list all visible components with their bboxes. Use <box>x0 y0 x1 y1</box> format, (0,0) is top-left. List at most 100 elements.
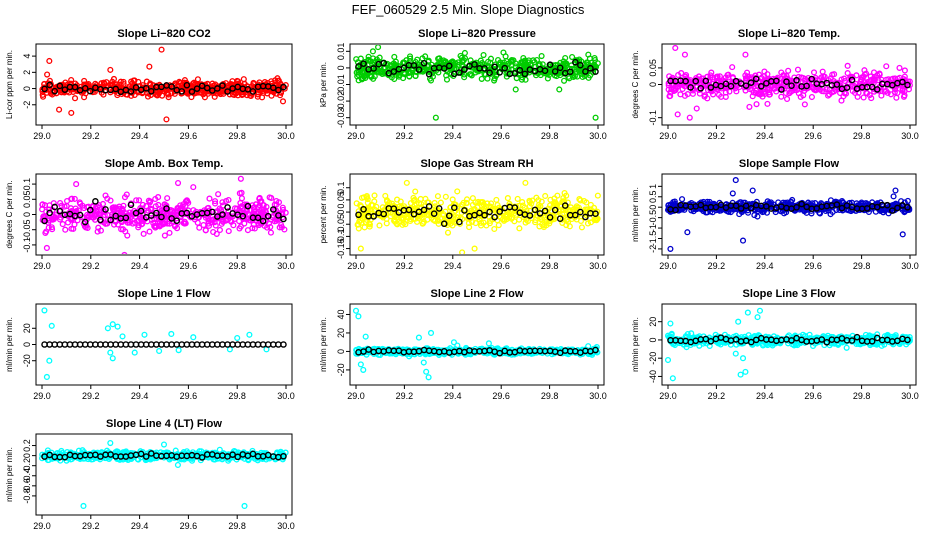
data-point <box>434 193 441 200</box>
data-point <box>447 204 454 211</box>
black-point <box>747 338 755 346</box>
data-point <box>407 69 415 76</box>
data-point <box>141 215 149 223</box>
x-tick-label: 30.0 <box>589 131 607 141</box>
data-point <box>163 116 170 123</box>
black-point <box>275 212 282 219</box>
data-point <box>667 320 674 327</box>
black-point <box>360 60 367 67</box>
black-point <box>471 211 478 219</box>
data-point <box>85 213 92 220</box>
x-tick-label: 30.0 <box>277 261 295 271</box>
data-point <box>209 217 216 224</box>
data-point <box>120 80 127 88</box>
y-tick-label: -0.8 <box>22 488 32 504</box>
data-point <box>746 103 753 110</box>
data-point <box>362 333 369 340</box>
data-point <box>233 85 240 92</box>
data-point <box>585 51 592 58</box>
data-point <box>504 195 511 202</box>
data-point <box>419 220 427 227</box>
black-point <box>531 206 539 214</box>
black-point <box>107 216 114 224</box>
data-point <box>371 206 378 213</box>
data-point <box>141 331 148 338</box>
black-point <box>451 204 458 212</box>
black-point <box>732 77 740 85</box>
data-point <box>43 244 50 252</box>
data-point <box>387 62 394 69</box>
data-point <box>451 208 458 216</box>
data-point <box>234 334 241 342</box>
plot-frame <box>349 173 605 256</box>
black-point <box>541 67 549 75</box>
data-point <box>542 192 549 200</box>
data-point <box>816 86 823 93</box>
black-point <box>687 84 694 91</box>
data-point <box>230 222 237 229</box>
y-tick-label: -0.2 <box>22 458 32 474</box>
data-point <box>391 62 398 69</box>
panel-title: Slope Line 3 Flow <box>743 288 836 300</box>
data-point <box>480 51 487 59</box>
data-point <box>236 225 243 232</box>
data-point <box>358 219 365 226</box>
data-point <box>870 69 878 76</box>
data-point <box>71 195 78 202</box>
black-point <box>112 85 120 93</box>
data-point <box>83 81 90 88</box>
data-point <box>244 216 251 223</box>
data-point <box>834 200 841 207</box>
data-point <box>374 68 381 75</box>
page-title: FEF_060529 2.5 Min. Slope Diagnostics <box>351 2 585 17</box>
black-point <box>481 211 488 219</box>
x-tick-label: 29.2 <box>396 261 414 271</box>
data-point <box>145 207 152 214</box>
data-point <box>407 55 414 62</box>
black-point <box>224 88 231 95</box>
black-point <box>697 84 705 92</box>
data-point <box>226 346 233 353</box>
x-tick-label: 29.6 <box>180 261 198 271</box>
data-point <box>477 61 484 68</box>
y-tick-label: 0 <box>648 205 658 210</box>
y-tick-label: 20 <box>22 323 32 333</box>
black-point <box>71 83 79 91</box>
black-point <box>461 66 468 73</box>
data-point <box>152 219 159 226</box>
black-point <box>702 77 710 85</box>
data-point <box>168 330 175 338</box>
data-point <box>487 55 495 62</box>
black-point <box>737 205 745 212</box>
x-tick-label: 29.0 <box>659 131 677 141</box>
data-point <box>417 195 424 203</box>
data-point <box>826 91 833 98</box>
y-tick-label: 0 <box>22 342 32 347</box>
x-tick-label: 30.0 <box>589 261 607 271</box>
data-point <box>383 215 390 222</box>
black-point <box>41 85 48 93</box>
x-tick-label: 30.0 <box>277 521 295 531</box>
data-point <box>400 75 407 82</box>
y-tick-label: -0.4 <box>22 468 32 484</box>
data-point <box>667 208 674 215</box>
data-point <box>894 89 901 96</box>
data-point <box>71 95 79 102</box>
data-point <box>493 196 500 203</box>
black-point <box>102 206 109 213</box>
data-point <box>200 221 207 229</box>
data-point <box>225 196 232 204</box>
data-point <box>119 333 126 340</box>
data-point <box>274 215 281 222</box>
points-group <box>353 45 601 121</box>
data-point <box>244 227 251 234</box>
black-point <box>476 209 483 217</box>
plot-frame <box>35 43 293 126</box>
x-tick-label: 29.8 <box>541 391 559 401</box>
data-point <box>435 55 442 62</box>
data-point <box>560 63 567 70</box>
data-point <box>672 45 679 52</box>
data-point <box>735 318 742 325</box>
